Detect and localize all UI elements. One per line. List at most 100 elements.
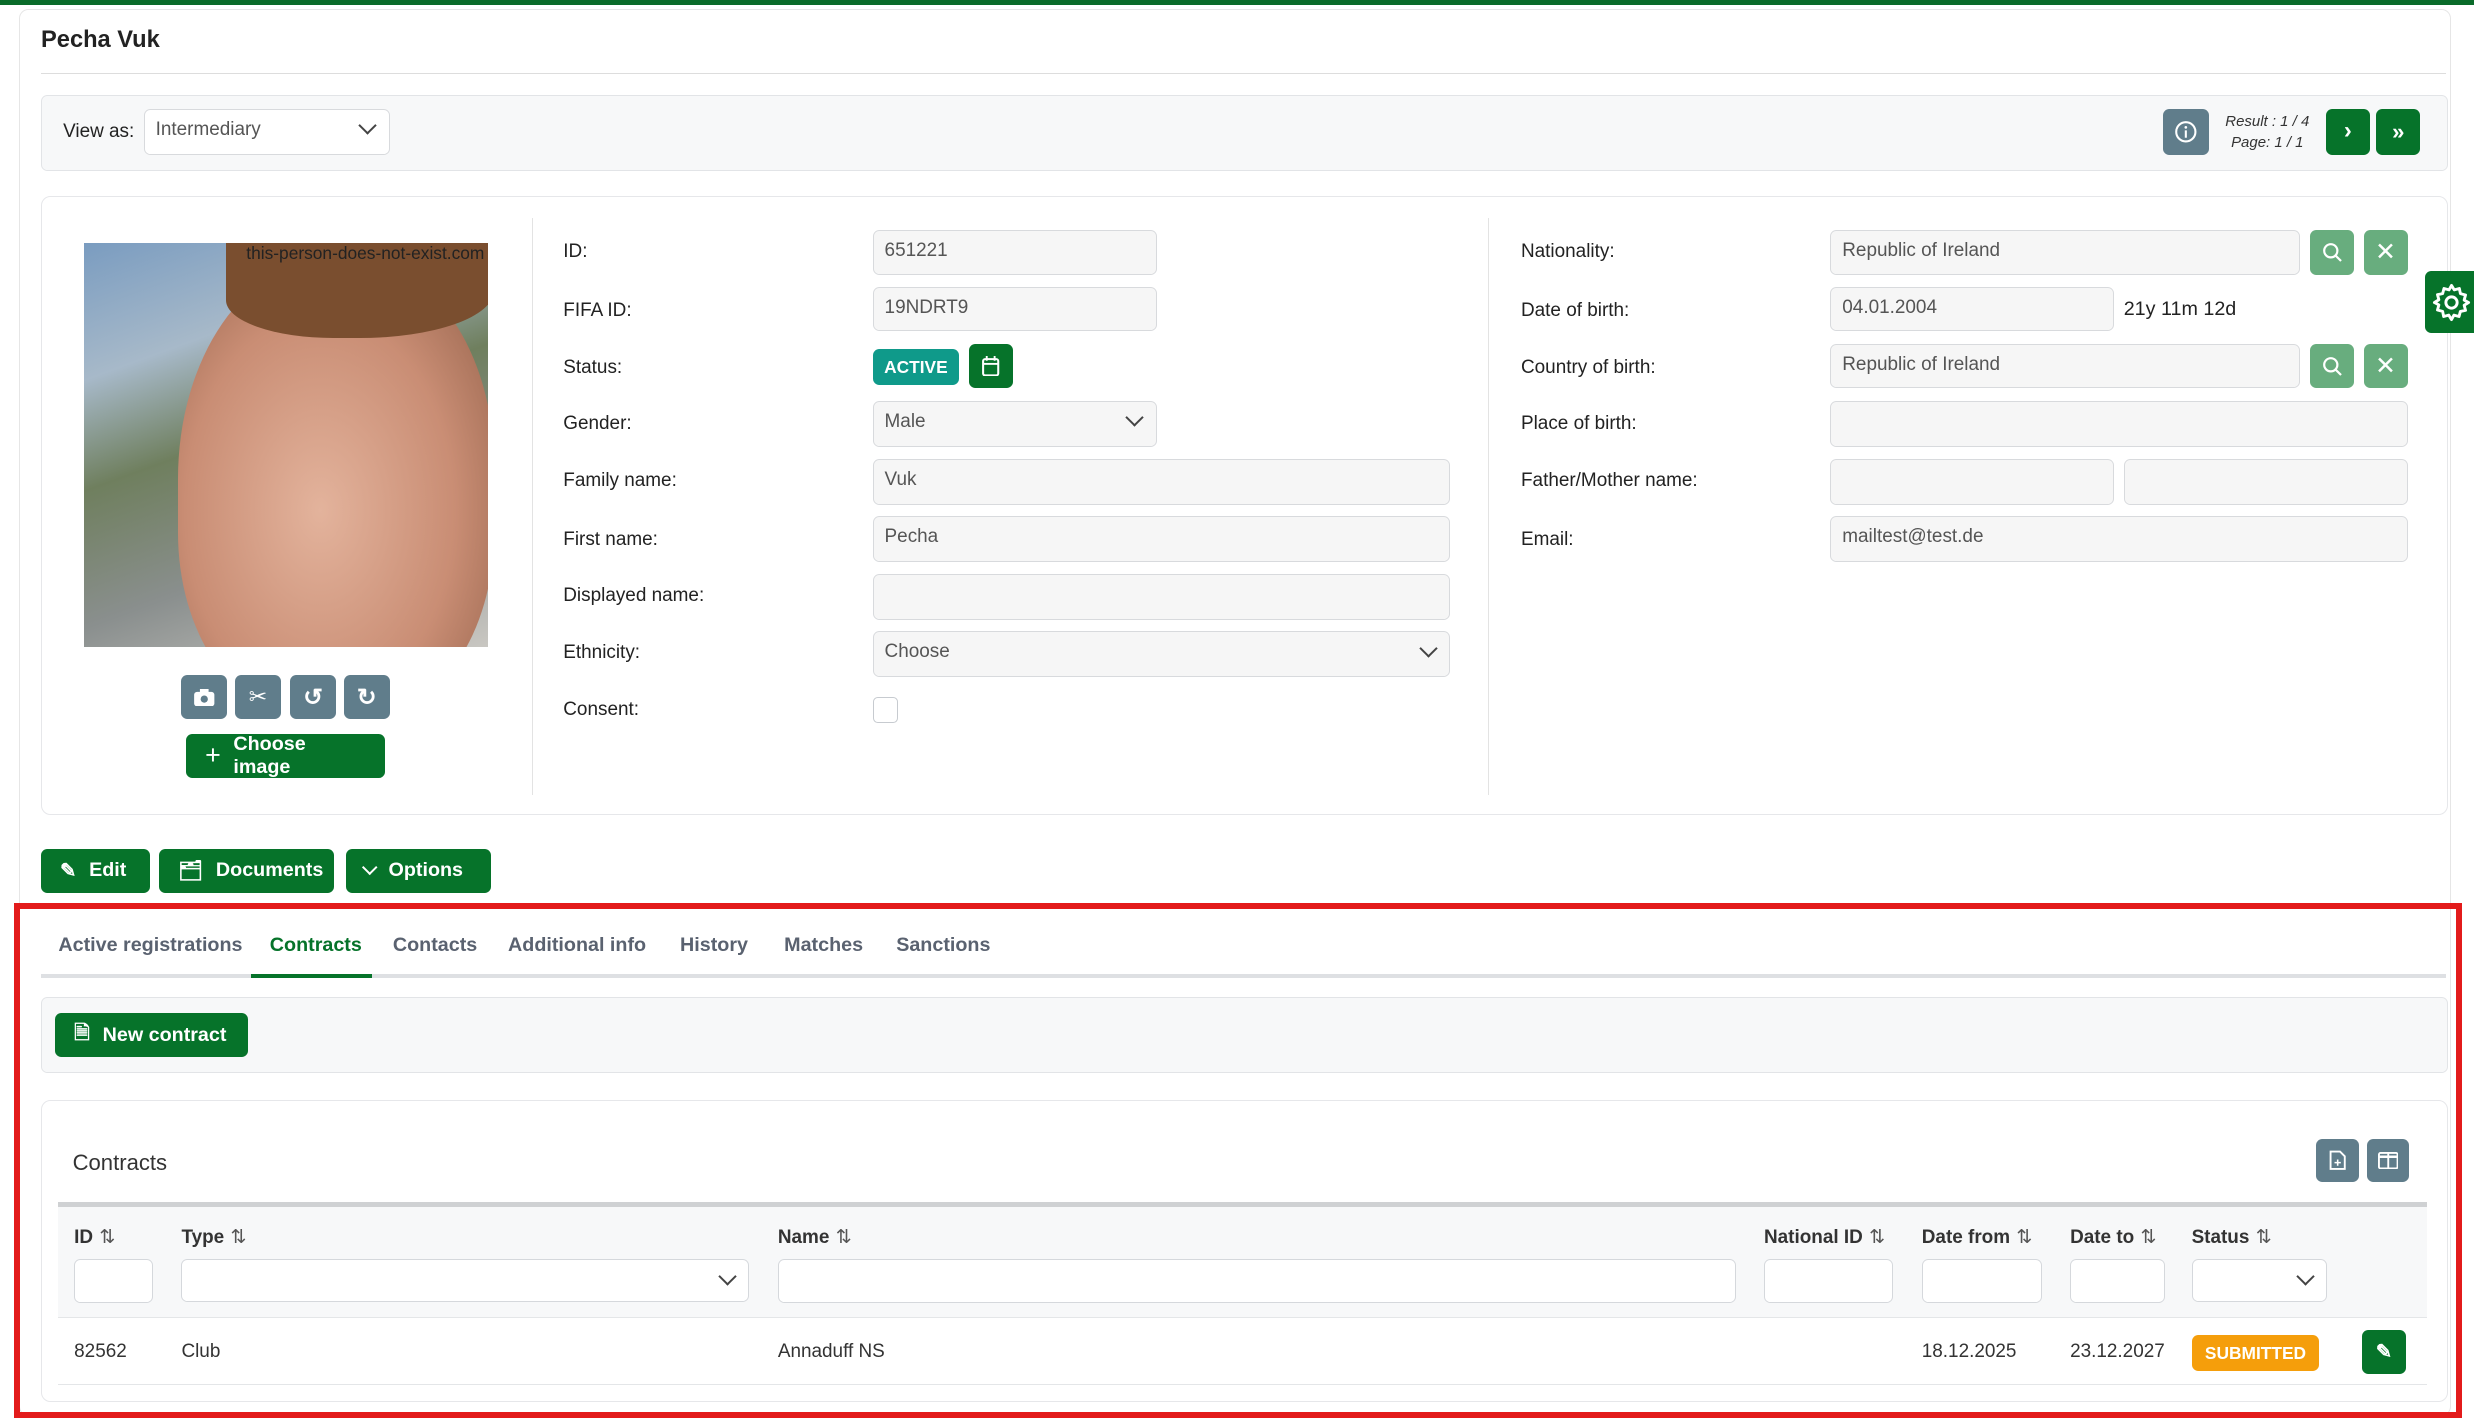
gender-label: Gender: <box>563 413 632 435</box>
pencil-icon: ✎ <box>2375 1341 2393 1364</box>
parent-name-label: Father/Mother name: <box>1520 470 1698 492</box>
page-title: Pecha Vuk <box>41 26 160 53</box>
column-header-name[interactable]: Name ⇅ <box>777 1226 852 1248</box>
ethnicity-value: Choose <box>884 641 950 663</box>
view-as-select[interactable]: Intermediary <box>143 108 390 155</box>
search-icon <box>2322 356 2342 376</box>
place-of-birth-field[interactable] <box>1830 400 2408 447</box>
rotate-right-button[interactable]: ↻ <box>343 675 390 720</box>
sort-icon: ⇅ <box>2255 1226 2272 1248</box>
filter-type-select[interactable] <box>181 1259 750 1302</box>
country-clear-button[interactable]: ✕ <box>2363 343 2408 389</box>
search-icon <box>2322 243 2342 262</box>
status-calendar-button[interactable] <box>968 343 1013 389</box>
gender-value: Male <box>884 410 926 432</box>
info-icon <box>2175 121 2197 143</box>
fifa-id-field[interactable]: 19NDRT9 <box>872 287 1157 332</box>
new-contract-button[interactable]: 🗎 New contract <box>55 1012 248 1058</box>
consent-checkbox[interactable] <box>872 697 899 724</box>
chevron-down-icon <box>362 859 379 876</box>
mother-name-field[interactable] <box>2123 459 2408 505</box>
email-field[interactable]: mailtest@test.de <box>1830 515 2408 562</box>
dob-label: Date of birth: <box>1520 299 1630 321</box>
country-search-button[interactable] <box>2309 343 2355 389</box>
id-field[interactable]: 651221 <box>872 230 1157 275</box>
edit-button[interactable]: ✎ Edit <box>41 848 150 894</box>
row-edit-button[interactable]: ✎ <box>2361 1330 2407 1375</box>
tab-history[interactable]: History <box>680 934 748 957</box>
next-button[interactable]: › <box>2325 108 2370 155</box>
dob-field[interactable]: 04.01.2004 <box>1830 287 2115 332</box>
gear-icon <box>2433 283 2471 321</box>
page-text: Page: 1 / 1 <box>2231 133 2304 151</box>
father-name-field[interactable] <box>1830 459 2115 505</box>
family-name-field[interactable]: Vuk <box>872 459 1450 505</box>
filter-name[interactable] <box>777 1259 1736 1304</box>
file-icon: 🗎 <box>74 1021 90 1044</box>
filter-status-select[interactable] <box>2191 1259 2328 1302</box>
result-text: Result : 1 / 4 <box>2225 113 2310 131</box>
filter-id[interactable] <box>74 1259 154 1304</box>
fifa-id-label: FIFA ID: <box>563 299 632 321</box>
info-button[interactable] <box>2163 108 2209 155</box>
column-header-id[interactable]: ID ⇅ <box>74 1226 116 1248</box>
column-header-date-from[interactable]: Date from ⇅ <box>1921 1226 2033 1248</box>
column-header-national-id[interactable]: National ID ⇅ <box>1763 1226 1885 1248</box>
columns-button[interactable] <box>2366 1139 2410 1182</box>
sort-icon: ⇅ <box>2140 1226 2157 1248</box>
column-divider <box>1487 217 1490 796</box>
contracts-toolbar <box>41 997 2448 1074</box>
column-header-type[interactable]: Type ⇅ <box>181 1226 247 1248</box>
tab-sanctions[interactable]: Sanctions <box>896 934 991 957</box>
pagination-info: Result : 1 / 4 Page: 1 / 1 <box>2215 112 2319 153</box>
tab-active-registrations[interactable]: Active registrations <box>58 934 243 957</box>
nationality-clear-button[interactable]: ✕ <box>2363 230 2408 275</box>
filter-national-id[interactable] <box>1763 1259 1894 1304</box>
tab-matches[interactable]: Matches <box>784 934 864 957</box>
displayed-name-label: Displayed name: <box>563 585 705 607</box>
options-button[interactable]: Options <box>345 848 491 894</box>
status-badge: ACTIVE <box>872 348 960 385</box>
nationality-search-button[interactable] <box>2309 230 2355 275</box>
sort-icon: ⇅ <box>1869 1226 1885 1248</box>
active-tab-indicator <box>250 973 373 979</box>
column-header-date-to[interactable]: Date to ⇅ <box>2070 1226 2157 1248</box>
highlight-frame <box>14 902 2463 1418</box>
column-header-status[interactable]: Status ⇅ <box>2191 1226 2272 1248</box>
last-button[interactable]: » <box>2376 108 2421 155</box>
close-icon: ✕ <box>2375 238 2397 267</box>
country-of-birth-field[interactable]: Republic of Ireland <box>1830 343 2301 389</box>
file-export-icon <box>2329 1150 2346 1171</box>
choose-image-button[interactable]: + Choose image <box>186 732 385 778</box>
displayed-name-field[interactable] <box>872 574 1450 621</box>
camera-button[interactable] <box>181 675 228 720</box>
nationality-field[interactable]: Republic of Ireland <box>1830 230 2301 275</box>
documents-button[interactable]: 🗂 Documents <box>159 848 335 894</box>
chevron-down-icon <box>2296 1266 2315 1286</box>
first-name-field[interactable]: Pecha <box>872 515 1450 562</box>
chevron-right-icon: › <box>2343 118 2352 145</box>
contracts-title: Contracts <box>72 1150 168 1176</box>
view-bar <box>41 94 2448 171</box>
filter-date-from[interactable] <box>1921 1259 2042 1304</box>
gender-select[interactable]: Male <box>872 400 1157 447</box>
calendar-icon <box>982 355 1000 377</box>
id-label: ID: <box>563 241 588 263</box>
rotate-left-icon: ↺ <box>303 684 324 711</box>
pencil-icon: ✎ <box>59 859 77 882</box>
tab-contracts[interactable]: Contracts <box>269 934 362 957</box>
ethnicity-label: Ethnicity: <box>563 642 641 664</box>
rotate-left-button[interactable]: ↺ <box>290 675 337 720</box>
new-contract-label: New contract <box>102 1023 227 1046</box>
tab-contacts[interactable]: Contacts <box>392 934 478 957</box>
choose-image-label: Choose image <box>233 732 306 778</box>
view-as-value: Intermediary <box>155 118 261 140</box>
tab-additional-info[interactable]: Additional info <box>508 934 647 957</box>
settings-button[interactable] <box>2425 271 2474 333</box>
cell-type: Club <box>181 1341 221 1363</box>
export-button[interactable] <box>2316 1139 2359 1182</box>
filter-date-to[interactable] <box>2070 1259 2165 1304</box>
ethnicity-select[interactable]: Choose <box>872 631 1450 677</box>
crop-button[interactable]: ✂ <box>235 675 281 720</box>
sort-icon: ⇅ <box>2016 1226 2033 1248</box>
